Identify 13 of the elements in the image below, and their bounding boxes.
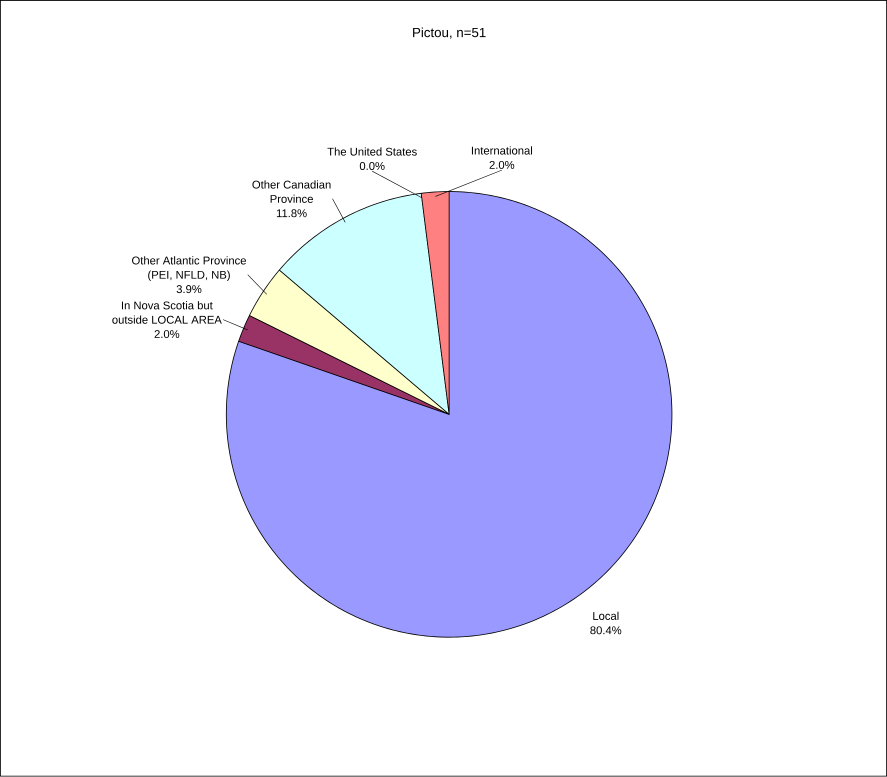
data-label: 2.0% bbox=[490, 161, 514, 170]
slice-label: International bbox=[472, 146, 532, 155]
slice-label: Local bbox=[593, 612, 618, 620]
data-label: 80.4% bbox=[590, 626, 622, 634]
text: 0.0% bbox=[360, 162, 385, 170]
category-label: The United States bbox=[327, 148, 417, 156]
chart-title: Pictou, n=51 bbox=[413, 28, 486, 39]
data-label: 11.8% bbox=[276, 209, 307, 218]
data-label: 3.9% bbox=[176, 285, 202, 294]
slice-label: Other Canadian Province bbox=[252, 180, 331, 204]
data-label: 2.0% bbox=[154, 330, 180, 338]
slice-label: Other Atlantic Province (PEI, NFLD, NB) bbox=[132, 256, 246, 282]
slice-label: In Nova Scotia but outside LOCAL AREA bbox=[112, 301, 222, 324]
